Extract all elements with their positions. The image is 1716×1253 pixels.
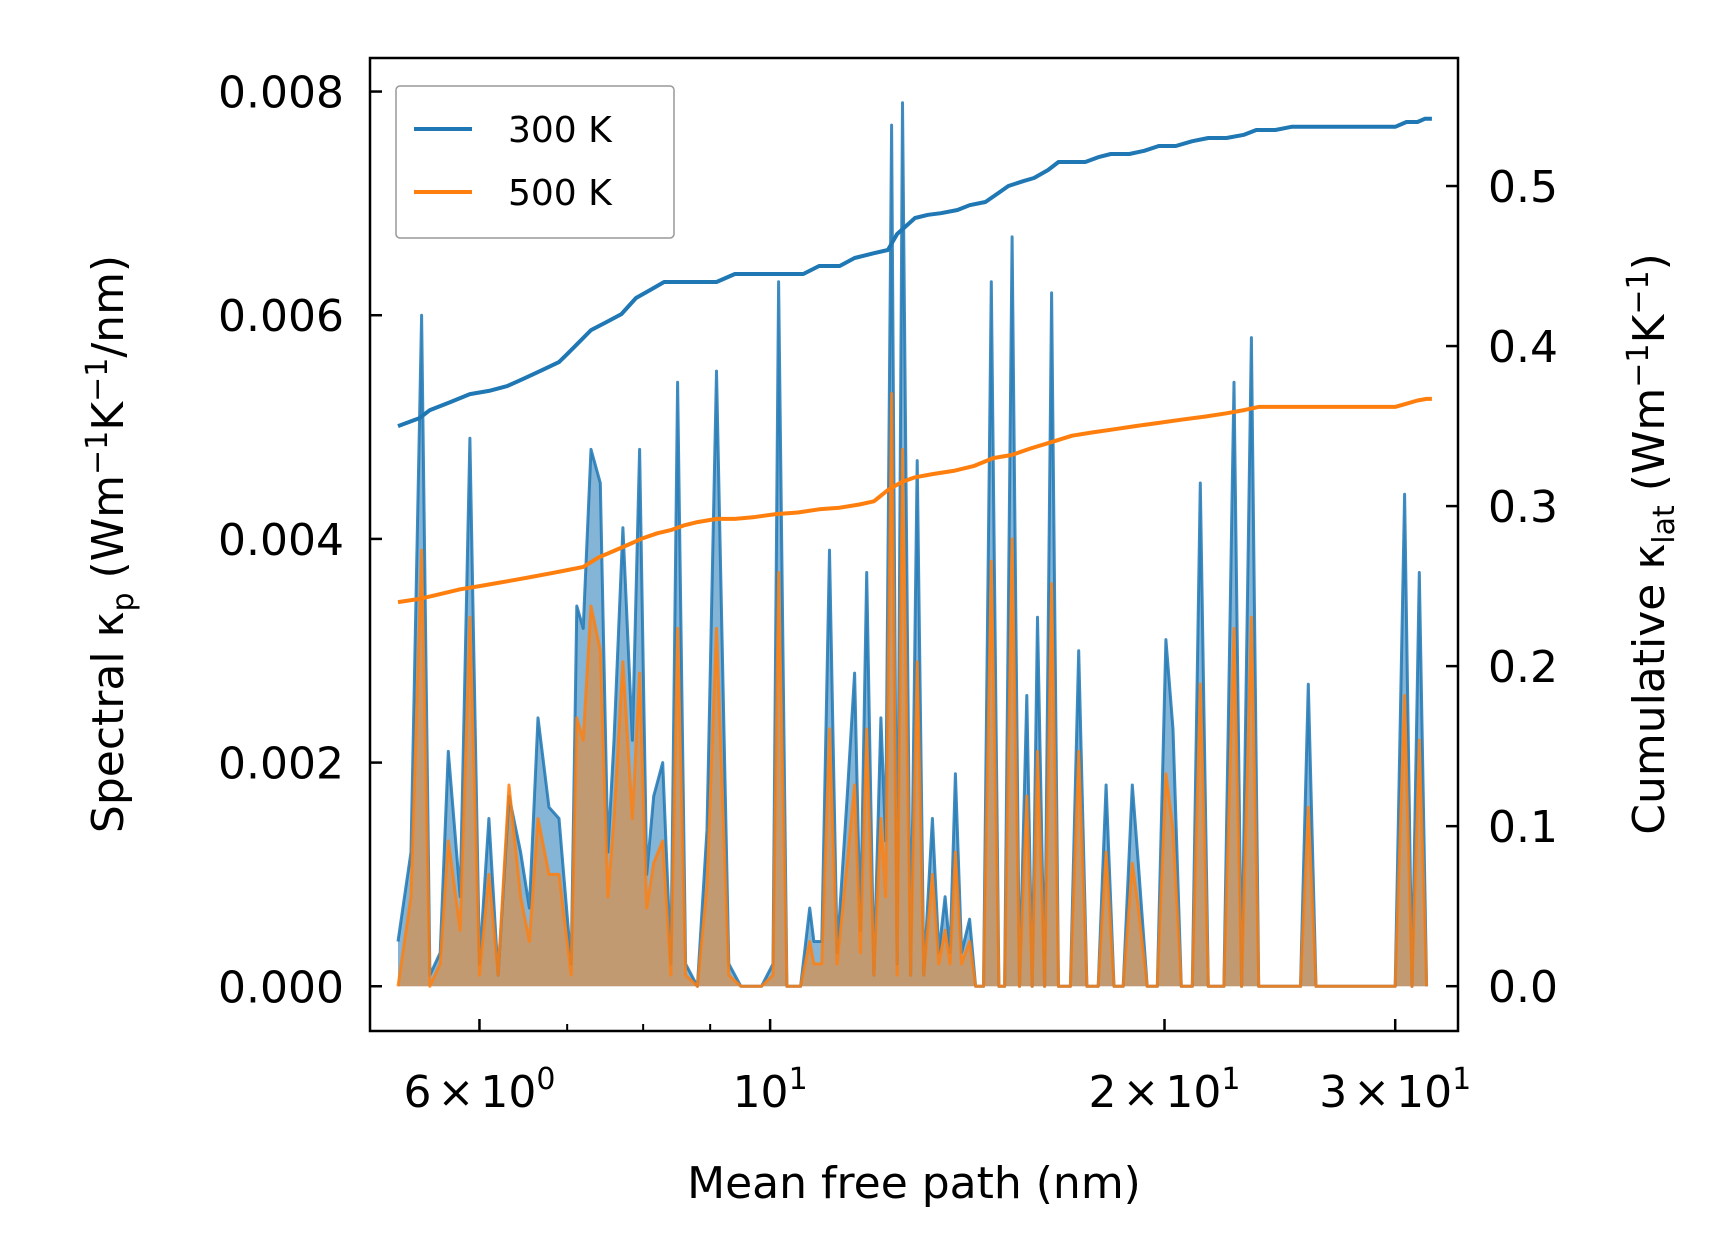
y-left-tick-label: 0.004	[218, 515, 344, 566]
spectral-line-500k	[396, 392, 1429, 988]
spectral-line-layer	[396, 101, 1429, 988]
y-left-tick-label: 0.006	[218, 291, 344, 342]
legend-label-300k: 300 K	[508, 110, 613, 151]
y-right-tick-label: 0.4	[1488, 322, 1558, 373]
y-right-title-units-post: )	[1624, 253, 1675, 270]
cumulative-line-300k	[397, 116, 1432, 428]
y-right-title-sup1: −1	[1621, 343, 1656, 387]
y-right-title-sup2: −1	[1621, 270, 1656, 314]
spectral-area-layer	[398, 102, 1427, 987]
cumulative-line-layer	[397, 116, 1432, 605]
y-right-tick-label: 0.2	[1488, 642, 1558, 693]
spectral-area-500k	[398, 393, 1427, 987]
y-left-title-units-mid: K	[83, 401, 134, 431]
y-left-tick-label: 0.008	[218, 68, 344, 119]
x-tick-label: 2 × 101	[1089, 1062, 1241, 1118]
y-right-tick-label: 0.0	[1488, 962, 1558, 1013]
legend: 300 K 500 K	[395, 85, 675, 239]
spectral-line-300k	[396, 101, 1429, 988]
y-right-title-base: Cumulative κ	[1624, 544, 1675, 835]
y-right-tick-label: 0.1	[1488, 802, 1558, 853]
legend-box	[395, 85, 675, 239]
x-tick-label: 101	[733, 1062, 808, 1118]
y-left-title-units-post: /nm)	[83, 255, 134, 358]
y-right-title-sub: lat	[1647, 505, 1682, 544]
y-left-title-sub: p	[106, 592, 141, 611]
y-axis-right: 0.0 0.1 0.2 0.3 0.4 0.5	[1446, 162, 1558, 1013]
y-right-tick-label: 0.5	[1488, 162, 1558, 213]
x-tick-label: 3 × 101	[1319, 1062, 1471, 1118]
y-right-title-units-mid: K	[1624, 313, 1675, 343]
y-left-title-sup1: −1	[80, 431, 115, 475]
legend-label-500k: 500 K	[508, 173, 613, 214]
y-right-title-units-pre: (Wm	[1624, 388, 1675, 506]
y-right-tick-label: 0.3	[1488, 482, 1558, 533]
y-left-title-units-pre: (Wm	[83, 475, 134, 593]
y-left-title-base: Spectral κ	[83, 612, 134, 834]
cumulative-line-500k	[397, 396, 1432, 605]
y-axis-right-title: Cumulative κlat (Wm−1K−1)	[1621, 253, 1682, 835]
y-left-title-sup2: −1	[80, 358, 115, 402]
spectral-area-300k	[398, 102, 1427, 987]
x-tick-label: 6 × 100	[403, 1062, 555, 1118]
y-left-tick-label: 0.002	[218, 739, 344, 790]
y-axis-left-title: Spectral κp (Wm−1K−1/nm)	[80, 255, 141, 833]
plot-frame	[368, 56, 1460, 1033]
x-axis-title: Mean free path (nm)	[687, 1158, 1141, 1209]
x-axis: 6 × 100 101 2 × 101 3 × 101	[403, 1019, 1471, 1118]
y-left-tick-label: 0.000	[218, 962, 344, 1013]
y-axis-left: 0.000 0.002 0.004 0.006 0.008	[218, 68, 382, 1013]
